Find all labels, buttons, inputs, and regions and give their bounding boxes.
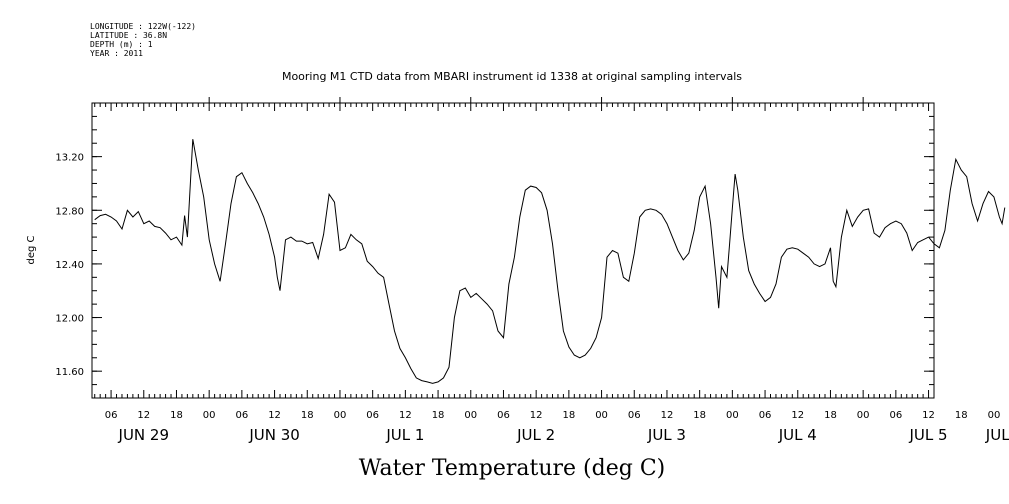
- day-label: JUL 6: [985, 426, 1009, 444]
- depth-label: DEPTH (m) : 1: [90, 40, 153, 49]
- x-axis-title: Water Temperature (deg C): [359, 456, 666, 481]
- y-tick-label: 12.80: [55, 206, 84, 217]
- x-tick-label: 18: [955, 410, 968, 421]
- day-label: JUN 29: [118, 426, 169, 444]
- x-tick-label: 06: [236, 410, 249, 421]
- y-tick-label: 12.00: [55, 314, 84, 325]
- x-tick-label: 12: [268, 410, 281, 421]
- day-labels: JUN 29 JUN 30 JUL 1 JUL 2 JUL 3 JUL 4 JUL 5 JUL…: [118, 426, 1009, 444]
- x-tick-label: 06: [628, 410, 641, 421]
- x-tick-label: 00: [857, 410, 870, 421]
- day-label: JUL 2: [516, 426, 555, 444]
- longitude-label: LONGITUDE : 122W(-122): [90, 22, 196, 31]
- x-tick-label: 06: [497, 410, 510, 421]
- x-tick-label: 12: [791, 410, 804, 421]
- x-tick-label: 12: [922, 410, 935, 421]
- x-tick-label: 00: [464, 410, 477, 421]
- day-label: JUN 30: [248, 426, 299, 444]
- x-tick-label: 06: [105, 410, 118, 421]
- x-tick-label: 12: [137, 410, 150, 421]
- x-tick-label: 18: [824, 410, 837, 421]
- x-tick-label: 00: [334, 410, 347, 421]
- x-tick-label: 06: [759, 410, 772, 421]
- y-axis-label: deg C: [26, 235, 37, 264]
- x-tick-label: 12: [399, 410, 412, 421]
- day-label: JUL 4: [778, 426, 817, 444]
- metadata-block: LONGITUDE : 122W(-122) LATITUDE : 36.8N …: [90, 22, 196, 58]
- chart-title: Mooring M1 CTD data from MBARI instrumen…: [282, 70, 742, 83]
- day-label: JUL 1: [385, 426, 424, 444]
- day-label: JUL 3: [647, 426, 686, 444]
- x-tick-label: 06: [889, 410, 902, 421]
- x-tick-label: 00: [988, 410, 1001, 421]
- latitude-label: LATITUDE : 36.8N: [90, 31, 168, 40]
- x-tick-label: 18: [562, 410, 575, 421]
- y-tick-label: 12.40: [55, 260, 84, 271]
- x-tick-label: 12: [661, 410, 674, 421]
- y-tick-label: 11.60: [55, 367, 84, 378]
- x-tick-label: 00: [595, 410, 608, 421]
- y-tick-label: 13.20: [55, 153, 84, 164]
- x-tick-label: 18: [432, 410, 445, 421]
- x-tick-label: 18: [693, 410, 706, 421]
- y-axis: 11.60 12.00 12.40 12.80 13.20: [55, 115, 934, 386]
- year-label: YEAR : 2011: [90, 49, 143, 58]
- day-label: JUL 5: [909, 426, 948, 444]
- plot-frame: [91, 102, 935, 399]
- x-tick-label: 18: [170, 410, 183, 421]
- x-axis: 06 12 18 00 06 12 18 00 06 12 18 00 06 12 18 00 06 12 18 00…: [94, 97, 1001, 421]
- x-tick-label: 06: [366, 410, 379, 421]
- x-tick-label: 12: [530, 410, 543, 421]
- x-tick-label: 00: [203, 410, 216, 421]
- x-tick-label: 18: [301, 410, 314, 421]
- x-tick-label: 00: [726, 410, 739, 421]
- temperature-series-line: [94, 139, 1006, 384]
